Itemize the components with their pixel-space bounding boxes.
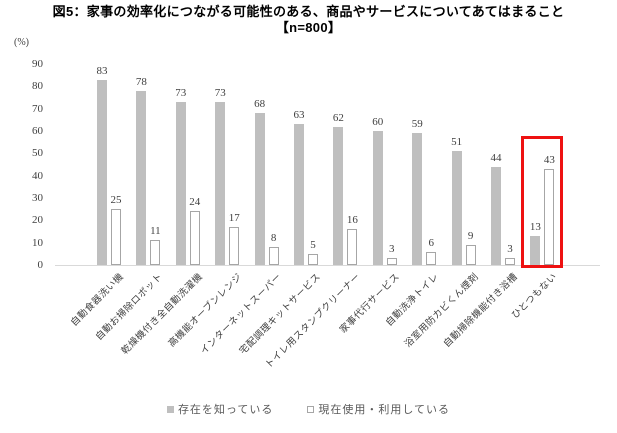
bar-known [175,101,186,265]
bar-value-using: 3 [389,243,395,256]
bar-known [372,131,383,265]
bar-using [505,258,515,265]
bar-using [465,244,476,265]
bar-using [308,253,318,265]
bar-known [97,79,107,265]
bar-known [412,133,423,265]
bar-using [150,240,161,265]
bar-value-known: 62 [332,111,344,124]
bar-using [111,209,121,265]
bar-known [530,235,541,265]
bar-value-known: 44 [490,151,502,164]
bar-known [294,124,304,265]
bar-value-using: 24 [189,196,201,209]
bar-value-known: 13 [529,220,541,233]
y-axis-tick-label: 10 [32,236,43,249]
bar-using [544,168,555,265]
bar-value-using: 25 [110,194,122,207]
bar-value-using: 43 [543,153,555,166]
bar-value-known: 60 [372,116,384,128]
bar-known [333,126,344,265]
bar-value-known: 68 [254,98,266,111]
category-label: 高機能オーブンレンジ [166,272,245,350]
bar-using [189,211,200,265]
bar-value-using: 17 [228,212,240,225]
bar-known [254,113,265,265]
y-axis-tick-label: 90 [32,58,43,70]
bar-value-known: 73 [214,86,226,99]
bar-value-using: 11 [150,225,161,238]
category-label: 浴室用防カビくん煙剤 [402,272,481,350]
bar-value-known: 78 [135,75,147,88]
y-axis-tick-label: 60 [32,125,43,137]
y-axis-tick-label: 40 [32,169,43,182]
bar-value-known: 63 [293,109,305,122]
bar-value-using: 16 [346,214,358,227]
legend: 存在を知っている 現在使用・利用している [0,401,617,417]
bar-value-known: 73 [175,86,187,99]
bar-value-known: 59 [411,118,423,131]
bar-known [136,90,147,265]
highlight-box [521,136,564,268]
y-axis-tick-label: 80 [32,80,43,93]
legend-label: 存在を知っている [177,404,274,416]
bar-value-known: 51 [451,136,463,149]
bar-value-using: 3 [507,243,513,256]
y-axis-tick-label: 70 [32,102,43,115]
legend-label: 現在使用・利用している [318,404,451,416]
legend-swatch-filled-icon [166,405,174,413]
chart-subtitle: 【n=800】 [275,20,342,35]
bar-value-using: 5 [310,238,316,251]
y-axis-tick-label: 50 [32,147,43,160]
legend-item: 存在を知っている [166,401,274,417]
bar-known [491,166,501,265]
bar-known [215,101,226,265]
y-axis-tick-label: 0 [37,259,44,271]
bar-known [451,151,462,265]
y-axis-tick-label: 20 [32,214,43,227]
bar-value-using: 8 [270,232,277,245]
bar-value-known: 83 [96,64,108,77]
category-label: 宅配調理キットサービス [238,272,324,357]
legend-item: 現在使用・利用している [307,401,450,417]
bar-using [229,227,240,265]
category-label: 自動掃除機能付き浴槽 [442,272,521,350]
category-label: 自動お掃除ロボット [94,272,166,343]
chart-title: 図5：家事の効率化につながる可能性のある、商品やサービスについてあてはまること [52,4,565,19]
y-axis-tick-label: 30 [32,192,43,204]
bar-value-using: 6 [428,236,434,249]
bar-using [386,258,397,265]
legend-swatch-outlined-icon [307,405,315,413]
bar-value-using: 9 [467,229,474,242]
bar-using [426,251,437,265]
y-axis-unit-label: (%) [14,37,29,48]
bar-using [268,247,279,265]
bar-using [347,229,358,265]
x-axis-line [55,265,600,266]
